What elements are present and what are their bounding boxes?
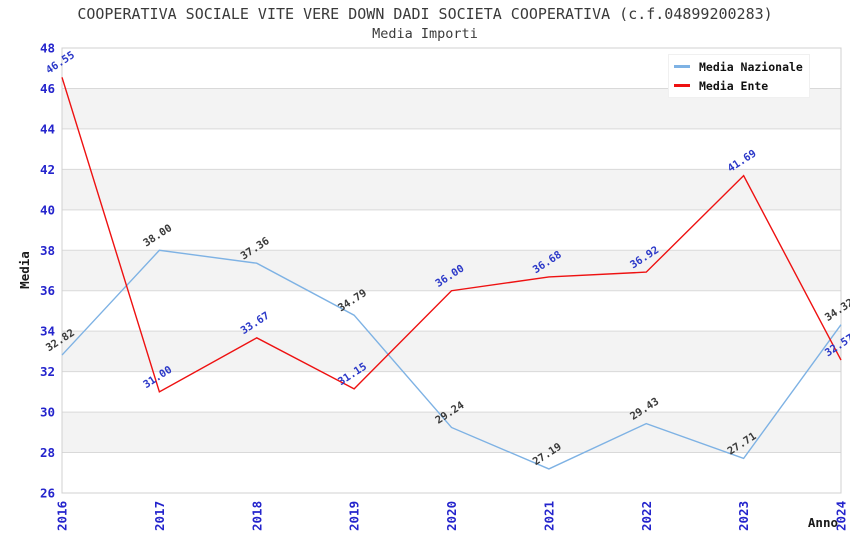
- x-axis-title: Anno: [808, 515, 838, 530]
- y-axis-title: Media: [17, 251, 32, 289]
- y-tick-label: 28: [40, 445, 55, 460]
- point-label: 34.32: [823, 297, 850, 324]
- plot-band: [62, 412, 841, 453]
- y-tick-label: 44: [40, 121, 55, 136]
- legend-label-media-nazionale: Media Nazionale: [699, 59, 803, 74]
- y-tick-label: 34: [40, 324, 55, 339]
- legend-swatch-media-nazionale-icon: [674, 65, 690, 68]
- chart-subtitle: Media Importi: [372, 26, 478, 42]
- point-label: 38.00: [141, 222, 174, 249]
- y-tick-label: 46: [40, 81, 55, 96]
- legend-item-media-ente: Media Ente: [674, 79, 809, 93]
- y-tick-label: 32: [40, 364, 55, 379]
- y-tick-label: 48: [40, 41, 55, 56]
- x-tick-label: 2019: [347, 501, 362, 531]
- chart-title: COOPERATIVA SOCIALE VITE VERE DOWN DADI …: [77, 5, 773, 23]
- series-line-media-ente: [61, 77, 842, 393]
- y-tick-label: 26: [40, 486, 55, 501]
- y-tick-label: 42: [40, 162, 55, 177]
- x-tick-label: 2020: [444, 501, 459, 531]
- x-tick-label: 2023: [736, 501, 751, 531]
- chart-legend: Media Nazionale Media Ente: [668, 54, 810, 98]
- y-tick-label: 30: [40, 405, 55, 420]
- x-tick-label: 2017: [152, 501, 167, 531]
- legend-item-media-nazionale: Media Nazionale: [674, 60, 809, 74]
- x-tick-label: 2018: [249, 501, 264, 531]
- y-tick-label: 36: [40, 283, 55, 298]
- legend-swatch-media-ente-icon: [674, 84, 690, 87]
- plot-band: [62, 331, 841, 372]
- plot-band: [62, 169, 841, 210]
- series-line-media-nazionale: [61, 249, 842, 470]
- plot-border: [61, 47, 842, 494]
- y-tick-label: 38: [40, 243, 55, 258]
- x-tick-label: 2022: [639, 501, 654, 531]
- x-tick-label: 2016: [55, 501, 70, 531]
- x-tick-label: 2021: [541, 501, 556, 531]
- legend-label-media-ente: Media Ente: [699, 78, 769, 93]
- y-tick-label: 40: [40, 202, 55, 217]
- plot-band: [62, 250, 841, 291]
- x-tick-label: 2024: [834, 501, 849, 531]
